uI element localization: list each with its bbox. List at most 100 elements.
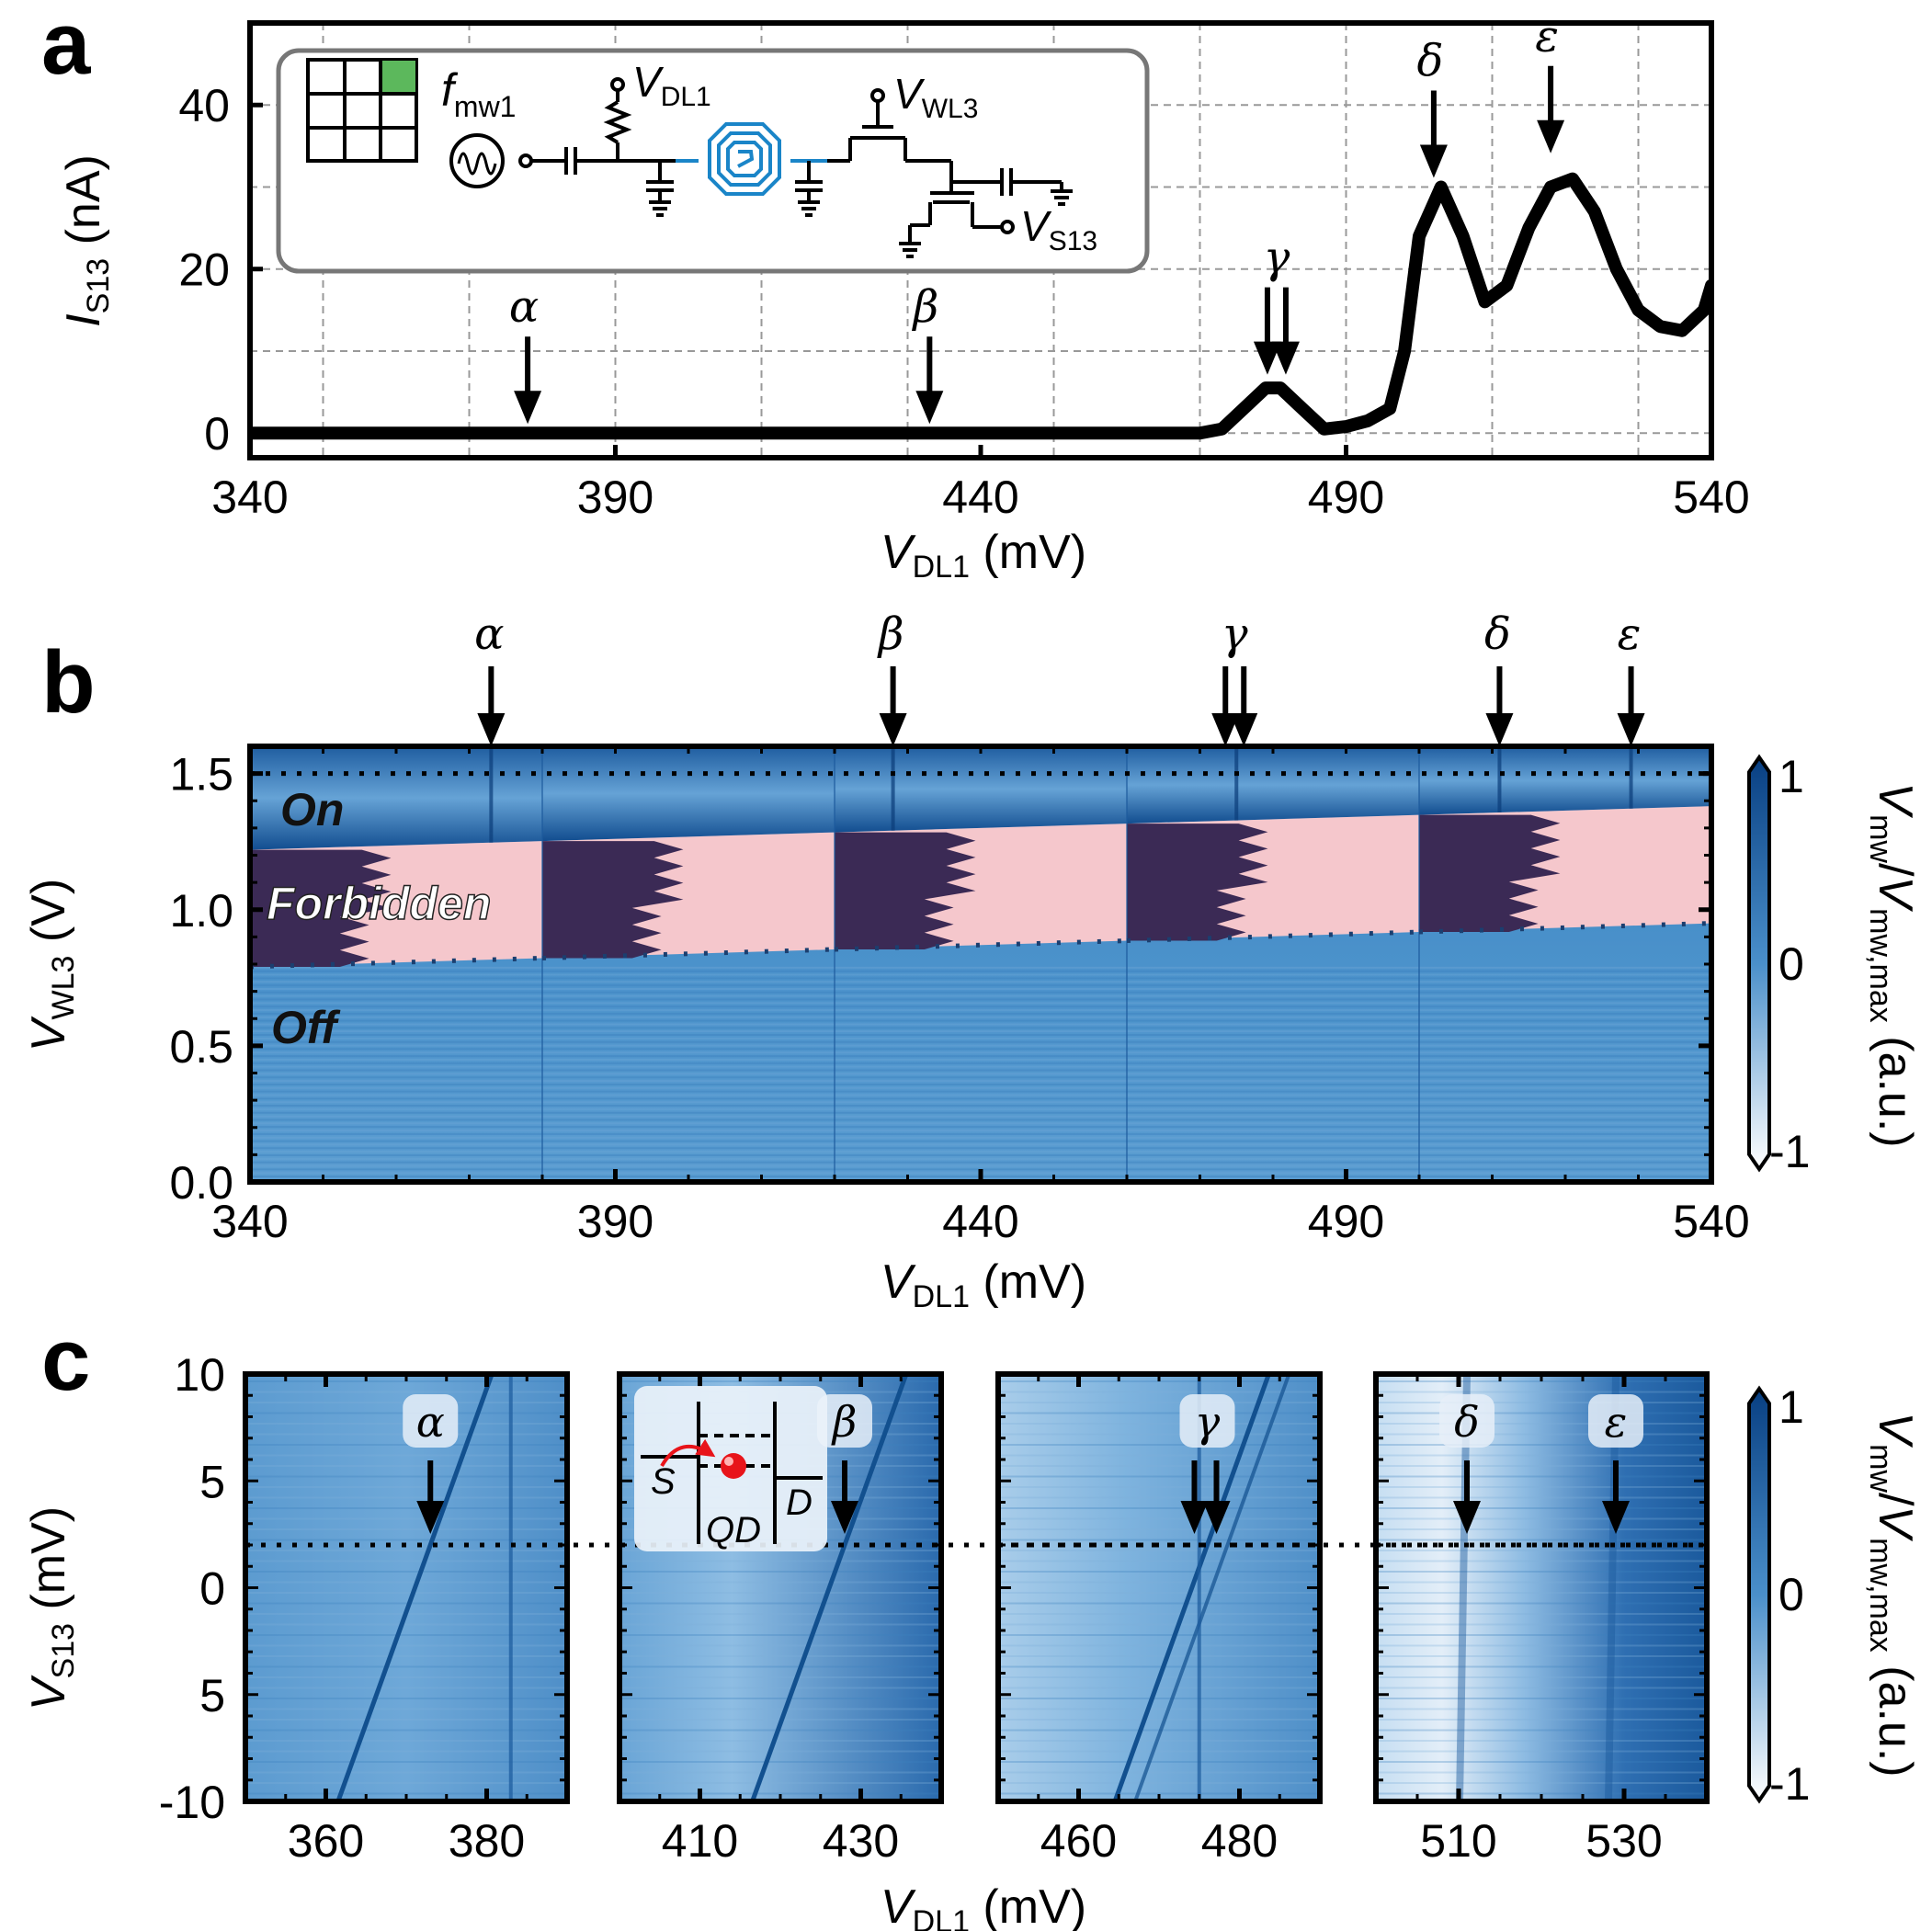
label-badge bbox=[1439, 1394, 1494, 1448]
y-tick-label: 1.0 bbox=[169, 885, 233, 937]
on-region bbox=[1127, 746, 1419, 824]
y-tick-label: 40 bbox=[178, 80, 230, 131]
lower-boundary bbox=[834, 938, 1128, 952]
x-tick-label: 430 bbox=[823, 1815, 899, 1867]
resonance-arrow bbox=[831, 1460, 858, 1534]
heatmap-subpanel bbox=[245, 1373, 567, 1802]
panel-c-axes: 360 380 α 410 430 β 460 480 γ 510 530 δ ε 10 5 0 5 -10 bbox=[159, 1349, 1710, 1867]
panel-label-c: c bbox=[41, 1311, 90, 1409]
electron-icon bbox=[721, 1453, 746, 1479]
panel-b: b 340 390 440 490 540 0.0 0.5 1.0 1.5 α β γ δ ε On Fo… bbox=[22, 608, 1922, 1314]
x-tick-label: 360 bbox=[288, 1815, 364, 1867]
panel-c-xlabel: VDL1 (mV) bbox=[881, 1880, 1086, 1931]
resonance-arrow bbox=[1485, 666, 1514, 746]
resonance-label: γ bbox=[1222, 608, 1248, 660]
annotation-arrow bbox=[1537, 65, 1565, 153]
cbar-b-mid: 0 bbox=[1779, 938, 1804, 990]
cbar-b-max: 1 bbox=[1779, 751, 1804, 802]
y-tick-label: 10 bbox=[174, 1349, 225, 1401]
cbar-b-min: -1 bbox=[1769, 1126, 1810, 1177]
annotation-label: ε bbox=[1535, 11, 1559, 62]
vs13-label: VS13 bbox=[1020, 202, 1097, 256]
resonance-arrow bbox=[1602, 1460, 1630, 1534]
diagonal-transition-line bbox=[750, 1373, 909, 1802]
x-tick-label: 540 bbox=[1673, 1196, 1749, 1247]
dark-region bbox=[1127, 824, 1268, 941]
label-badge bbox=[1588, 1394, 1643, 1448]
resonance-label: α bbox=[474, 608, 504, 660]
label-badge bbox=[817, 1394, 872, 1448]
x-tick-label: 340 bbox=[211, 1196, 288, 1247]
panel-a-grid bbox=[250, 23, 1711, 458]
y-tick-label: 5 bbox=[199, 1456, 225, 1507]
lower-boundary bbox=[1126, 929, 1420, 944]
panel-b-ylabel: VWL3 (V) bbox=[22, 879, 81, 1051]
resonance-arrow bbox=[1180, 1460, 1209, 1534]
cbar-c-label: Vmw/Vmw,max (a.u.) bbox=[1863, 1412, 1922, 1777]
resonance-arrow bbox=[1617, 666, 1645, 746]
panel-label-a: a bbox=[41, 0, 91, 93]
inset-s-label: S bbox=[651, 1461, 676, 1502]
panel-a: a fmw1 bbox=[41, 0, 1750, 585]
resonance-label: ε bbox=[1605, 1397, 1628, 1447]
resonance-arrow bbox=[1230, 666, 1258, 746]
resonance-label: α bbox=[416, 1397, 445, 1447]
panel-b-colorbar: 1 0 -1 Vmw/Vmw,max (a.u.) bbox=[1747, 751, 1922, 1177]
panel-a-circuit-inset: fmw1 bbox=[276, 48, 1150, 274]
region-off-label: Off bbox=[271, 1002, 341, 1053]
lower-boundary bbox=[250, 955, 543, 970]
panel-a-ylabel: IS13 (nA) bbox=[57, 154, 116, 327]
x-tick-label: 440 bbox=[942, 471, 1018, 523]
panel-b-xlabel: VDL1 (mV) bbox=[881, 1255, 1086, 1314]
annotation-arrow bbox=[514, 336, 542, 425]
circuit-wiring bbox=[518, 77, 676, 217]
quantum-dot-inset: S D QD bbox=[634, 1386, 827, 1551]
x-tick-label: 380 bbox=[449, 1815, 525, 1867]
resonance-arrow bbox=[477, 666, 506, 746]
y-tick-label: 0.0 bbox=[169, 1157, 233, 1209]
y-tick-label: 0 bbox=[204, 408, 230, 460]
y-tick-label: 0.5 bbox=[169, 1021, 233, 1073]
panel-a-curve-layer bbox=[250, 172, 1711, 440]
region-forbidden-label: Forbidden bbox=[267, 878, 491, 929]
inset-qd-label: QD bbox=[706, 1510, 761, 1550]
lower-boundary bbox=[541, 947, 835, 960]
vwl3-label: VWL3 bbox=[893, 70, 978, 124]
x-tick-label: 480 bbox=[1201, 1815, 1278, 1867]
on-region bbox=[542, 746, 835, 842]
x-tick-label: 460 bbox=[1040, 1815, 1117, 1867]
vdl1-label: VDL1 bbox=[632, 58, 711, 112]
dark-region bbox=[250, 849, 392, 967]
resonance-arrow bbox=[416, 1460, 445, 1534]
heatmap-background bbox=[245, 1374, 567, 1801]
heatmap-subpanel bbox=[998, 1373, 1320, 1802]
panel-b-axes: 340 390 440 490 540 0.0 0.5 1.0 1.5 α β γ δ ε bbox=[169, 608, 1749, 1247]
cbar-c-mid: 0 bbox=[1779, 1569, 1804, 1620]
resonance-label: β bbox=[877, 608, 904, 660]
x-tick-label: 490 bbox=[1308, 471, 1384, 523]
cbar-c-max: 1 bbox=[1779, 1381, 1804, 1433]
region-on-label: On bbox=[280, 784, 344, 835]
dark-region bbox=[1419, 814, 1561, 933]
resonance-label: γ bbox=[1195, 1397, 1221, 1447]
spiral-inductor-icon bbox=[708, 122, 781, 196]
y-tick-label: 1.5 bbox=[169, 749, 233, 801]
sine-wave-icon bbox=[457, 152, 497, 176]
x-tick-label: 390 bbox=[577, 1196, 653, 1247]
annotation-label: δ bbox=[1416, 35, 1443, 86]
x-tick-label: 390 bbox=[577, 471, 653, 523]
annotation-label: β bbox=[911, 281, 938, 333]
panel-a-axes: 340 390 440 490 540 0 20 40 α β γ δ ε bbox=[178, 11, 1749, 523]
inset-d-label: D bbox=[786, 1482, 813, 1523]
y-tick-label: 0 bbox=[199, 1563, 225, 1615]
on-region bbox=[1419, 746, 1711, 815]
x-tick-label: 340 bbox=[211, 471, 288, 523]
diagonal-transition-line bbox=[1112, 1373, 1271, 1802]
panel-label-b: b bbox=[41, 633, 96, 732]
resonance-arrow bbox=[1453, 1460, 1481, 1534]
annotation-arrow bbox=[1253, 287, 1281, 375]
resonance-label: δ bbox=[1484, 608, 1511, 660]
y-tick-label: -10 bbox=[159, 1777, 225, 1828]
dark-region bbox=[835, 832, 976, 950]
